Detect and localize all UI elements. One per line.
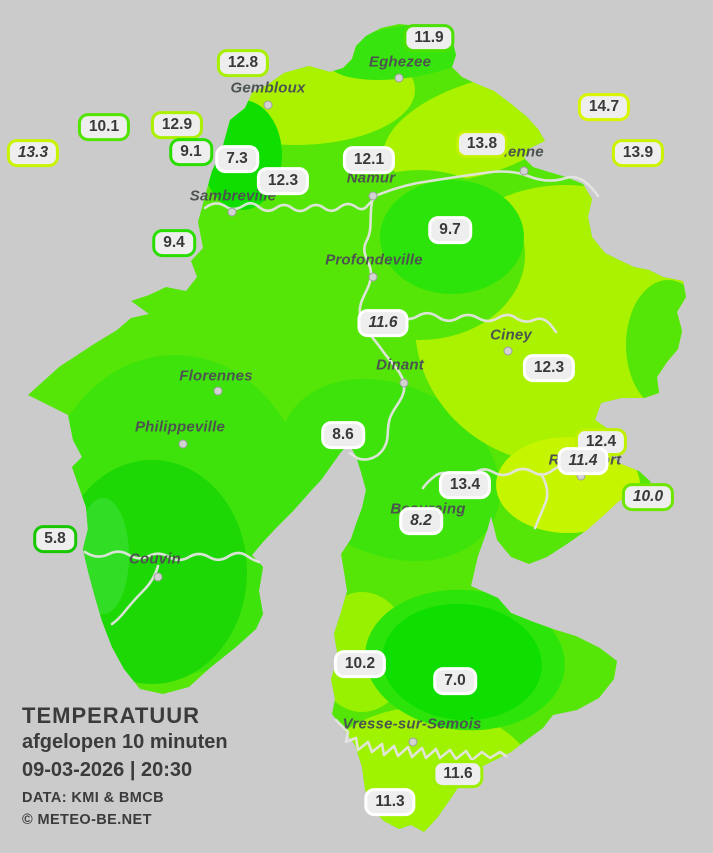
city-dot <box>368 191 378 201</box>
temp-label: 7.3 <box>215 145 259 173</box>
map-subtitle: afgelopen 10 minuten <box>22 731 228 753</box>
temp-label: 11.4 <box>557 447 609 475</box>
temp-label: 12.4 <box>574 428 628 456</box>
city-dot <box>227 207 237 217</box>
city-label: Couvin <box>128 550 182 568</box>
city-dot <box>394 73 404 83</box>
city-label: Gembloux <box>230 79 306 97</box>
temp-label: 7.0 <box>433 667 477 695</box>
river-lesse <box>421 465 577 490</box>
temp-label: 11.6 <box>432 760 484 788</box>
city-dot <box>368 272 378 282</box>
temp-label: 8.6 <box>321 421 365 449</box>
temp-label: 13.3 <box>6 139 60 167</box>
temp-label: 13.9 <box>611 139 665 167</box>
temp-label: 11.6 <box>357 309 409 337</box>
city-dot <box>213 386 223 396</box>
temp-label: 9.4 <box>152 229 196 257</box>
map-title: TEMPERATUUR <box>22 703 201 728</box>
temp-label: 10.0 <box>621 483 675 511</box>
city-label: Dinant <box>376 356 424 374</box>
temp-label: 13.4 <box>438 471 492 499</box>
temp-label: 12.3 <box>522 354 576 382</box>
city-label: Ciney <box>490 326 532 344</box>
river-viroin <box>83 550 261 564</box>
city-dot <box>519 166 529 176</box>
river-sambre <box>203 196 377 213</box>
temp-label: 12.3 <box>256 167 310 195</box>
city-label: Profondeville <box>325 251 423 269</box>
temp-label: 9.1 <box>169 138 213 166</box>
temp-label: 8.2 <box>399 507 443 535</box>
city-dot <box>153 572 163 582</box>
title-block: TEMPERATUUR afgelopen 10 minuten 09-03-2… <box>22 702 228 831</box>
temp-label: 12.9 <box>150 111 204 139</box>
temp-label: 13.8 <box>455 130 509 158</box>
temp-label: 12.1 <box>342 146 396 174</box>
city-label: Eghezee <box>368 53 432 71</box>
city-dot <box>178 439 188 449</box>
river-meuse-south <box>348 195 406 461</box>
temp-label: 10.2 <box>333 650 387 678</box>
city-dot <box>408 737 418 747</box>
river-semois <box>334 718 508 762</box>
city-label: Sambreville <box>189 187 277 205</box>
temp-label: 10.1 <box>77 113 131 141</box>
river-lhomme <box>533 472 549 530</box>
city-label: Vresse-sur-Semois <box>342 715 482 733</box>
city-label: Florennes <box>179 367 253 385</box>
temp-label: 12.8 <box>216 49 270 77</box>
city-dot <box>263 100 273 110</box>
temp-label: 11.9 <box>403 24 455 52</box>
river-meuse-north <box>371 170 600 199</box>
river-eau-noire <box>110 564 160 626</box>
temp-label: 11.3 <box>364 788 416 816</box>
city-label: Philippeville <box>134 418 226 436</box>
data-source: DATA: KMI & BMCB <box>22 790 164 806</box>
copyright-notice: © METEO-BE.NET <box>22 812 152 828</box>
city-dot <box>503 346 513 356</box>
temp-label: 14.7 <box>577 93 631 121</box>
temp-label: 5.8 <box>33 525 77 553</box>
rivers <box>83 170 600 762</box>
map-datetime: 09-03-2026 | 20:30 <box>22 759 193 781</box>
city-dot <box>399 378 409 388</box>
temp-label: 9.7 <box>428 216 472 244</box>
